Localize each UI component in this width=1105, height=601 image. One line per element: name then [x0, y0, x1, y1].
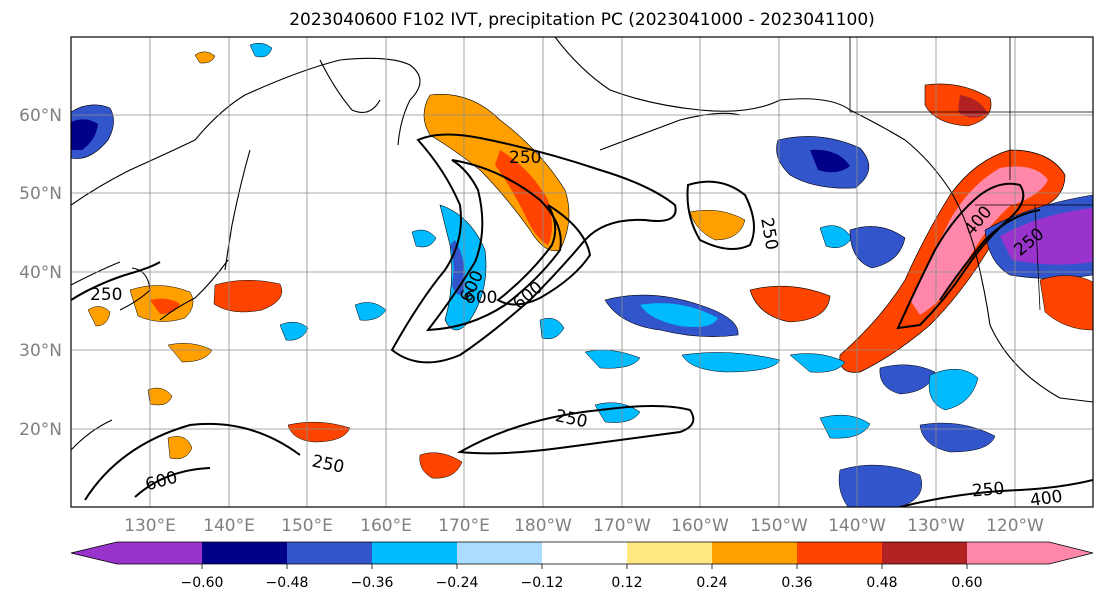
colorbar-arrow-high: [1049, 542, 1093, 564]
precipitation-shading: [71, 42, 1093, 507]
colorbar-label: −0.60: [181, 575, 224, 591]
contour-label-600: 600: [465, 288, 497, 308]
lat-label-40n: 40°N: [19, 263, 62, 283]
colorbar-label: −0.36: [351, 575, 394, 591]
colorbar-label: 0.48: [866, 575, 897, 591]
colorbar-outline: [70, 541, 1094, 565]
colorbar-label: −0.12: [521, 575, 564, 591]
colorbar-label: 0.60: [951, 575, 982, 591]
colorbar-segment: [372, 542, 457, 564]
lon-label-180w: 180°W: [514, 516, 572, 536]
colorbar-segment: [202, 542, 287, 564]
colorbar-segment: [287, 542, 372, 564]
colorbar-label: 0.36: [781, 575, 812, 591]
colorbar-segment: [542, 542, 627, 564]
colorbar-segment: [882, 542, 967, 564]
lon-label-150w: 150°W: [750, 516, 808, 536]
colorbar-label: −0.48: [266, 575, 309, 591]
lon-label-140w: 140°W: [828, 516, 886, 536]
colorbar-segment: [967, 542, 1049, 564]
contour-label-400: 400: [1029, 487, 1064, 511]
colorbar-segment: [797, 542, 882, 564]
colorbar-ticks: [201, 564, 968, 569]
lon-label-140e: 140°E: [203, 516, 255, 536]
lon-label-170w: 170°W: [593, 516, 651, 536]
colorbar-tick-labels: −0.60 −0.48 −0.36 −0.24 −0.12 0.12 0.24 …: [181, 575, 983, 591]
colorbar-segment: [627, 542, 712, 564]
contour-label-250: 250: [509, 148, 541, 168]
colorbar-arrow-low: [71, 542, 117, 564]
lon-label-160w: 160°W: [671, 516, 729, 536]
colorbar-label: 0.12: [611, 575, 642, 591]
ivt-contours: [71, 133, 1093, 507]
lon-label-160e: 160°E: [360, 516, 412, 536]
lat-label-20n: 20°N: [19, 420, 62, 440]
gridlines: [71, 37, 1093, 507]
lon-label-170e: 170°E: [438, 516, 490, 536]
contour-label-250: 250: [90, 285, 122, 305]
colorbar-segment: [457, 542, 542, 564]
colorbar-segment: [117, 542, 202, 564]
lon-label-130e: 130°E: [124, 516, 176, 536]
lat-label-60n: 60°N: [19, 106, 62, 126]
lon-label-150e: 150°E: [281, 516, 333, 536]
map-frame: [70, 36, 1094, 508]
figure-title: 2023040600 F102 IVT, precipitation PC (2…: [289, 10, 875, 30]
colorbar-label: −0.24: [436, 575, 479, 591]
lon-label-120w: 120°W: [986, 516, 1044, 536]
colorbar-segment: [712, 542, 797, 564]
lon-labels: 130°E 140°E 150°E 160°E 170°E 180°W 170°…: [124, 516, 1044, 536]
map-panel: 250 250 250 600 600 600 400 250 250 600 …: [70, 36, 1094, 511]
lat-label-30n: 30°N: [19, 341, 62, 361]
contour-label-250: 250: [971, 479, 1005, 502]
lat-labels: 60°N 50°N 40°N 30°N 20°N: [19, 106, 62, 440]
lon-label-130w: 130°W: [907, 516, 965, 536]
borders: [849, 37, 1093, 311]
colorbar-label: 0.24: [696, 575, 727, 591]
colorbar: −0.60 −0.48 −0.36 −0.24 −0.12 0.12 0.24 …: [70, 541, 1094, 591]
lat-label-50n: 50°N: [19, 184, 62, 204]
